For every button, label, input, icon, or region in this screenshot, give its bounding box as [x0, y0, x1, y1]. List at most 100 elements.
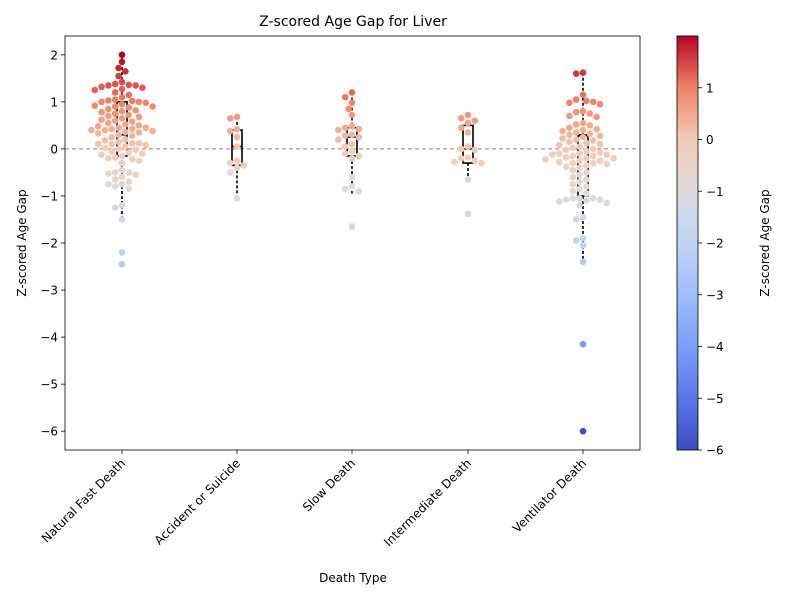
data-point — [118, 202, 126, 209]
data-point — [105, 119, 112, 127]
data-point — [118, 216, 126, 223]
data-point — [471, 117, 479, 124]
data-point — [105, 82, 112, 89]
data-point — [576, 164, 583, 172]
data-point — [105, 180, 112, 188]
data-point — [233, 164, 241, 172]
data-point — [576, 195, 583, 202]
data-point — [91, 86, 99, 94]
data-point — [579, 427, 587, 435]
data-point — [579, 69, 587, 76]
y-tick-label: −6 — [40, 425, 58, 439]
data-point — [586, 130, 594, 138]
data-point — [464, 119, 472, 127]
data-point — [566, 124, 573, 132]
data-point — [603, 199, 611, 207]
data-point — [125, 149, 133, 156]
data-point — [111, 183, 119, 190]
data-point — [139, 150, 146, 157]
data-point — [457, 115, 465, 122]
data-point — [583, 147, 590, 155]
data-point — [348, 183, 356, 190]
data-point — [125, 185, 133, 193]
data-point — [118, 159, 126, 167]
data-point — [125, 104, 133, 111]
y-tick-label: −5 — [40, 378, 58, 392]
data-point — [549, 151, 556, 158]
data-point — [118, 93, 126, 101]
data-point — [341, 150, 349, 157]
data-point — [108, 125, 116, 133]
data-point — [132, 107, 139, 114]
data-point — [226, 115, 234, 122]
data-point — [457, 124, 465, 132]
data-point — [115, 145, 122, 153]
data-point — [464, 154, 472, 161]
data-point — [233, 143, 241, 150]
data-point — [464, 111, 472, 119]
data-point — [341, 185, 349, 193]
data-point — [341, 132, 349, 140]
data-point — [555, 150, 563, 157]
data-point — [579, 133, 587, 141]
data-point — [569, 187, 577, 195]
data-point — [555, 158, 563, 166]
data-point — [478, 159, 485, 167]
data-point — [142, 99, 150, 107]
data-point — [572, 108, 580, 116]
data-point — [125, 178, 133, 186]
data-point — [596, 196, 604, 204]
x-axis-label: Death Type — [319, 571, 387, 585]
y-tick-label: 1 — [50, 95, 58, 109]
x-tick-label: Slow Death — [300, 456, 358, 514]
data-point — [348, 123, 356, 130]
data-point — [128, 125, 136, 132]
data-point — [457, 145, 465, 153]
data-point — [562, 163, 570, 171]
data-point — [583, 162, 590, 169]
data-point — [335, 126, 342, 134]
data-point — [135, 98, 143, 106]
data-point — [589, 195, 597, 202]
data-point — [572, 70, 580, 77]
data-point — [555, 198, 563, 205]
data-point — [105, 105, 112, 113]
data-point — [122, 143, 129, 150]
data-point — [576, 157, 583, 164]
data-point — [348, 147, 356, 155]
data-point — [451, 158, 458, 166]
data-point — [111, 176, 119, 183]
data-point — [135, 139, 143, 147]
data-point — [111, 204, 119, 212]
data-point — [348, 111, 356, 119]
data-point — [341, 93, 349, 101]
data-point — [135, 113, 143, 121]
data-point — [118, 152, 126, 160]
data-point — [596, 140, 604, 148]
data-point — [348, 173, 356, 181]
y-axis: −6 −5 −4 −3 −2 −1 0 1 2 — [40, 48, 65, 439]
data-point — [128, 132, 136, 140]
y-tick-label: −3 — [40, 284, 58, 298]
data-point — [464, 210, 472, 218]
data-point — [335, 136, 342, 143]
data-point — [355, 152, 363, 160]
data-point — [572, 96, 580, 103]
data-point — [464, 143, 472, 150]
chart-title: Z-scored Age Gap for Liver — [259, 14, 447, 30]
data-point — [101, 144, 109, 152]
data-point — [589, 98, 597, 106]
data-point — [94, 140, 102, 148]
data-point — [111, 117, 119, 124]
y-tick-label: −2 — [40, 237, 58, 251]
data-point — [572, 237, 580, 244]
data-point — [569, 195, 577, 202]
data-point — [471, 146, 479, 154]
data-point — [233, 133, 241, 141]
data-point — [240, 162, 248, 169]
data-point — [562, 154, 570, 161]
data-point — [348, 131, 356, 139]
data-point — [471, 157, 479, 164]
colorbar-tick-label: 1 — [706, 81, 714, 95]
